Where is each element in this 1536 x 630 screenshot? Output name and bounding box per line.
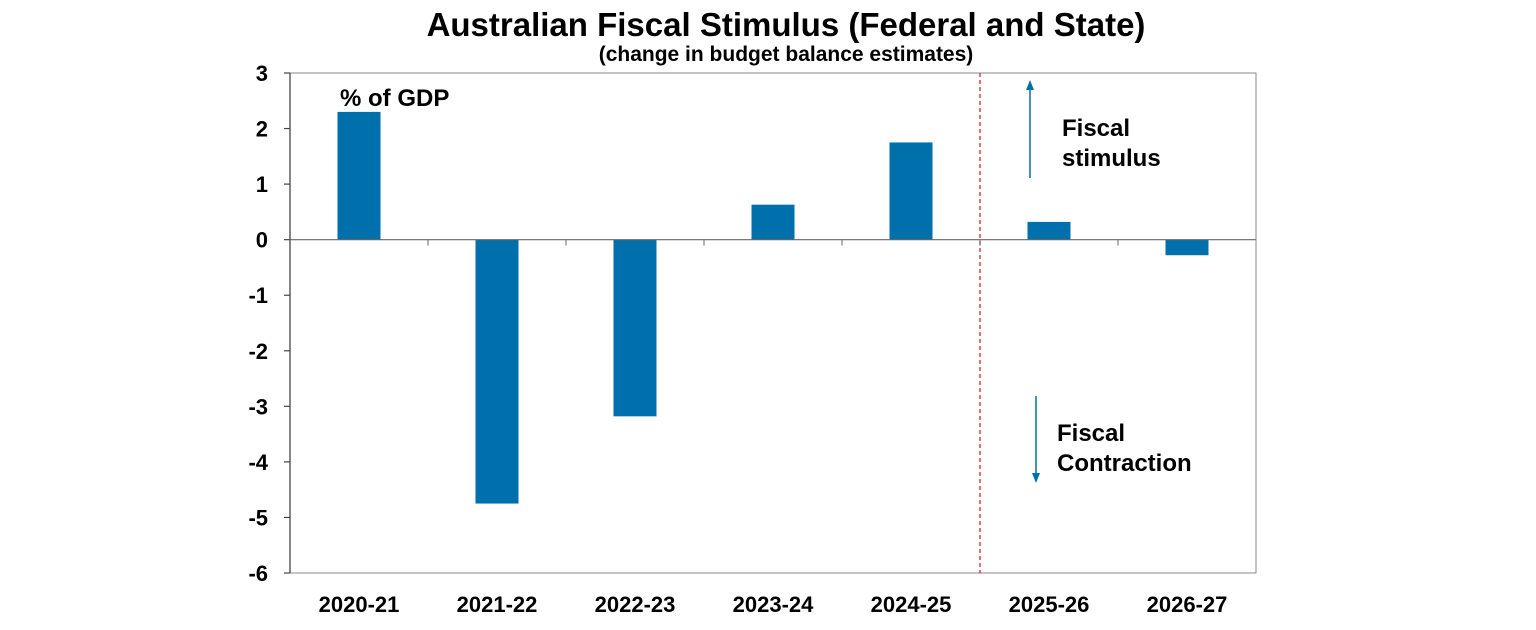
y-tick-label: -5 [248, 505, 268, 530]
y-tick-label: 0 [256, 228, 268, 253]
chart-title: Australian Fiscal Stimulus (Federal and … [426, 6, 1146, 43]
bar-2026-27 [1165, 239, 1209, 256]
x-tick-label: 2023-24 [733, 592, 815, 617]
stimulus-label-line2: stimulus [1062, 145, 1161, 172]
bar-2025-26 [1027, 221, 1071, 240]
y-tick-label: -2 [248, 339, 268, 364]
y-tick-label: 3 [256, 61, 268, 86]
chart-subtitle: (change in budget balance estimates) [598, 43, 974, 66]
stimulus-arrowhead [1026, 80, 1034, 90]
y-tick-label: 1 [256, 172, 268, 197]
bar-2020-21 [337, 111, 381, 240]
x-tick-label: 2020-21 [319, 592, 400, 617]
y-tick-label: 2 [256, 117, 268, 142]
bar-2024-25 [889, 142, 933, 240]
x-tick-label: 2024-25 [871, 592, 952, 617]
ticks-group: 3 2 1 0 -1 -2 -3 -4 -5 -6 2020-21 2021-22 2022-23 202… [248, 61, 1227, 617]
y-tick-label: -6 [248, 561, 268, 586]
contraction-label-line2: Contraction [1057, 450, 1192, 477]
axes-group [289, 72, 1257, 574]
y-tick-label: -3 [248, 394, 268, 419]
x-tick-label: 2021-22 [457, 592, 538, 617]
x-tick-label: 2022-23 [595, 592, 676, 617]
contraction-arrowhead [1032, 473, 1040, 483]
x-tick-label: 2025-26 [1009, 592, 1090, 617]
stimulus-label-line1: Fiscal [1062, 115, 1130, 142]
bar-2022-23 [613, 239, 657, 417]
x-tick-label: 2026-27 [1147, 592, 1228, 617]
annotations-group: % of GDP Fiscal stimulus Fiscal Contract… [340, 80, 1192, 483]
bar-2023-24 [751, 204, 795, 240]
unit-label: % of GDP [340, 85, 449, 112]
contraction-label-line1: Fiscal [1057, 420, 1125, 447]
y-tick-label: -4 [248, 450, 268, 475]
bar-2021-22 [475, 239, 519, 504]
bars-group [337, 111, 1209, 504]
y-tick-label: -1 [248, 283, 268, 308]
